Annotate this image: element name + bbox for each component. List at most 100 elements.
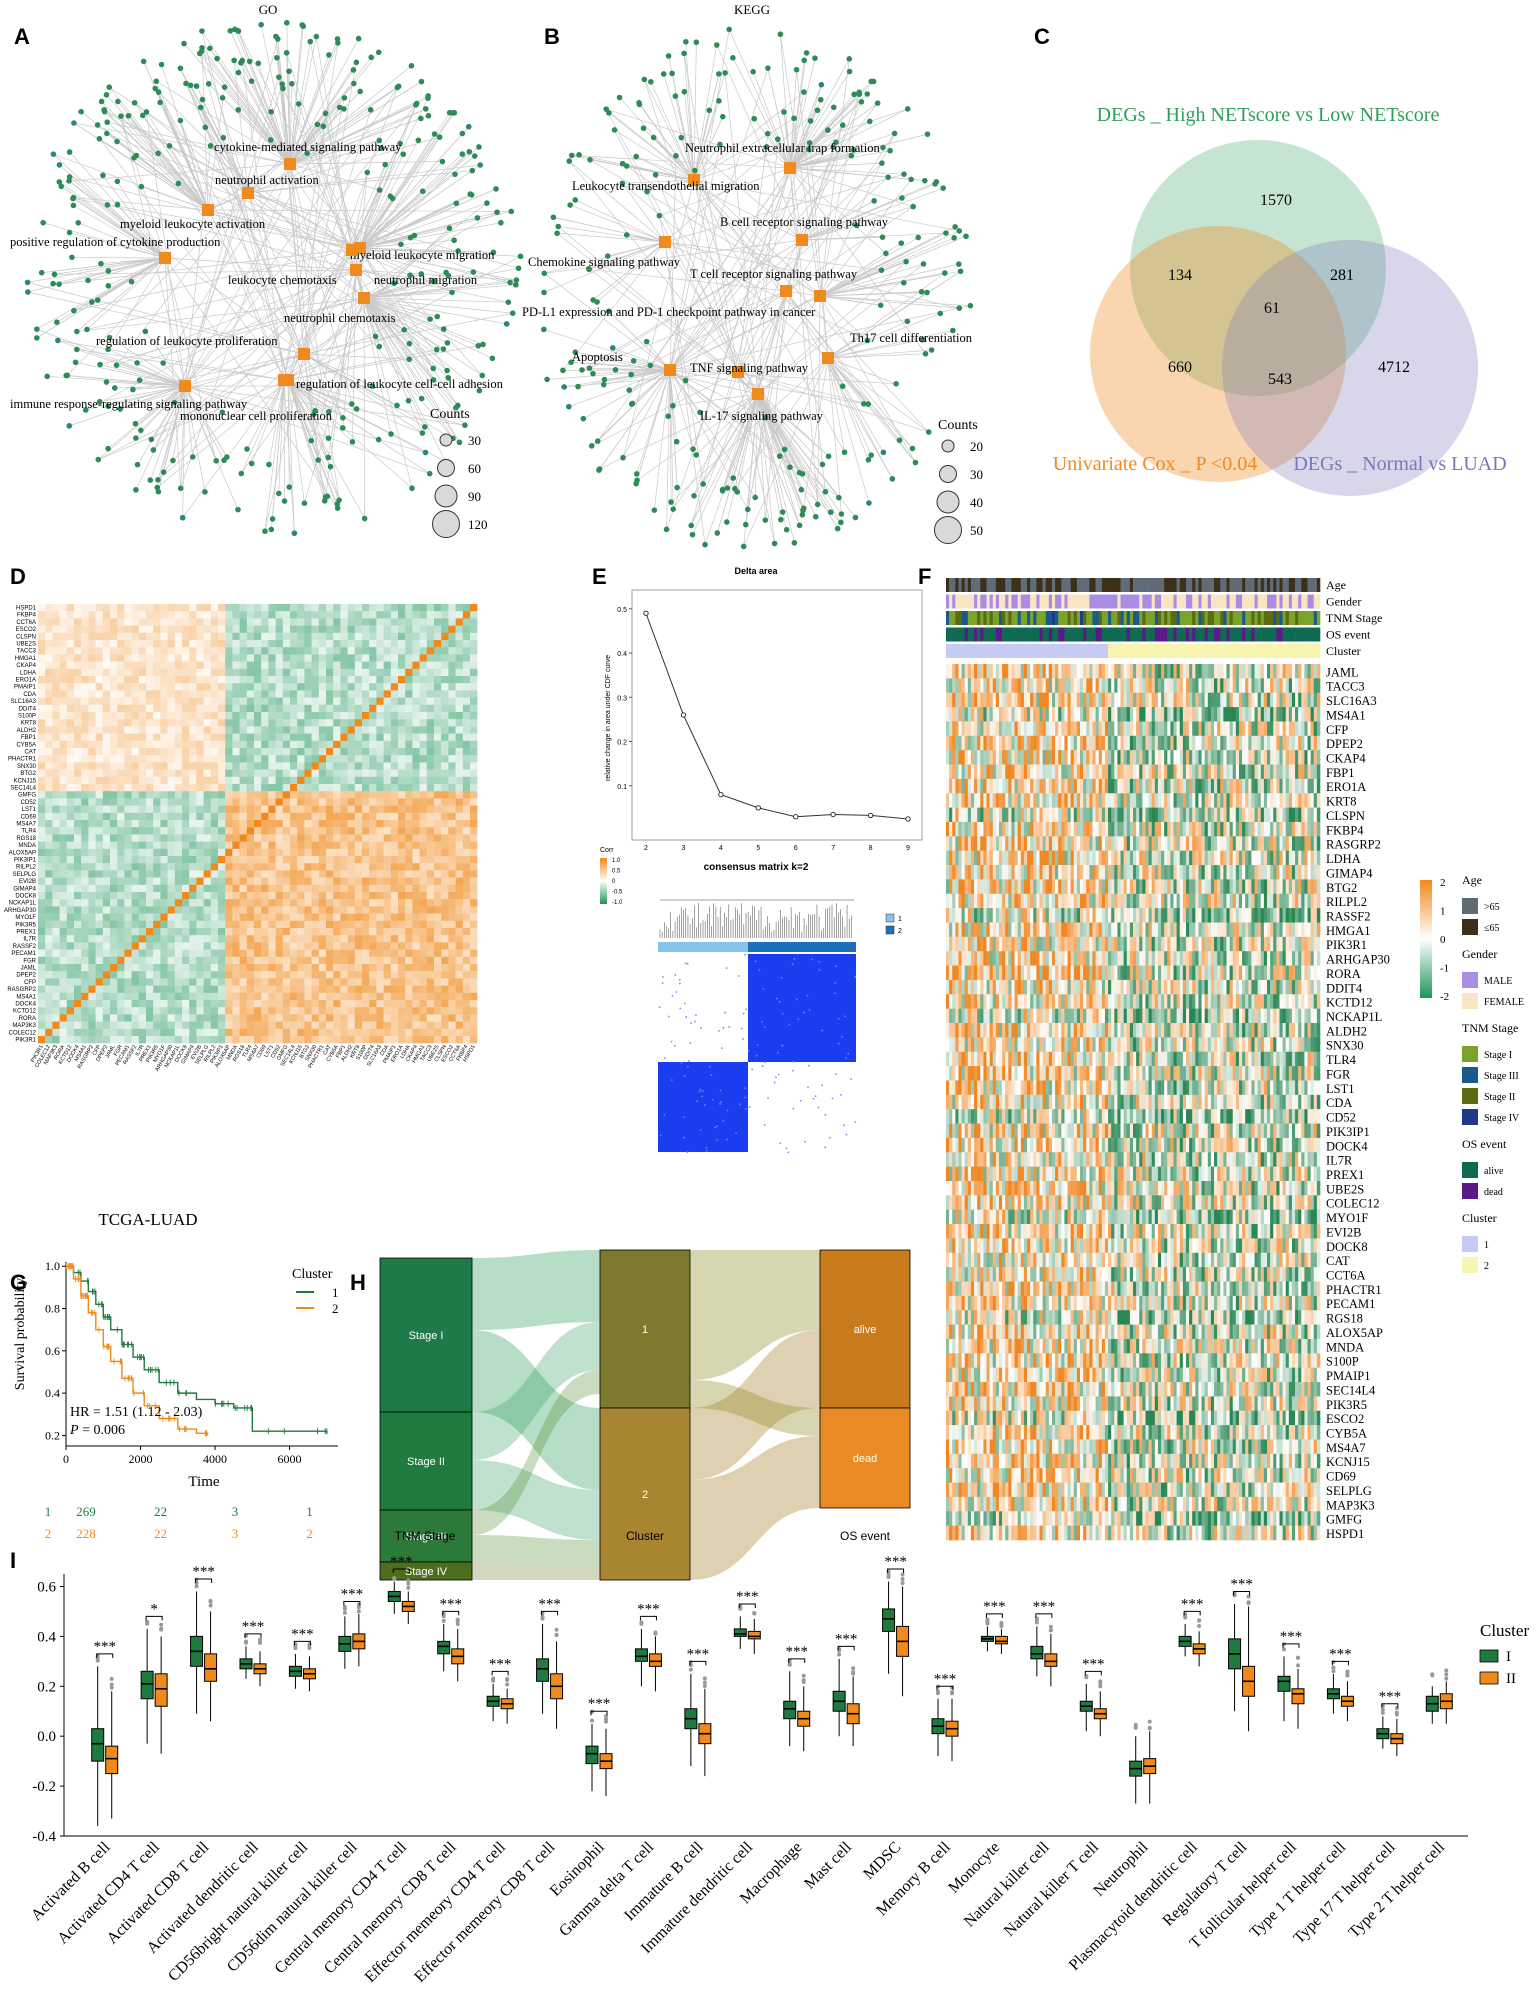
corr-cell [448, 920, 456, 929]
corr-cell [131, 690, 139, 698]
corr-cell [95, 719, 103, 727]
corr-cell [167, 769, 175, 777]
corr-cell [448, 798, 456, 806]
corr-cell [45, 755, 53, 763]
corr-cell [419, 863, 427, 871]
corr-cell [81, 798, 89, 806]
network-edge [41, 257, 166, 274]
corr-cell [81, 949, 89, 957]
corr-cell [225, 877, 233, 885]
corr-cell [254, 884, 262, 893]
corr-cell [275, 726, 283, 734]
corr-cell [218, 683, 226, 691]
term-label: myeloid leukocyte migration [350, 248, 495, 262]
corr-cell [66, 791, 75, 799]
corr-cell [225, 676, 233, 684]
corr-cell [153, 604, 161, 612]
corr-cell [434, 863, 442, 871]
network-edge [745, 393, 759, 525]
corr-cell [52, 690, 60, 698]
corr-cell [455, 740, 463, 749]
corr-cell [167, 1000, 175, 1008]
corr-cell [138, 841, 147, 849]
network-edge [757, 263, 924, 395]
corr-cell [275, 798, 283, 806]
corr-cell [419, 697, 427, 705]
corr-cell [326, 726, 334, 734]
corr-cell [131, 848, 139, 857]
corr-cell [261, 661, 269, 669]
network-edge [669, 369, 678, 488]
term-label: positive regulation of cytokine producti… [10, 235, 221, 249]
corr-cell [383, 978, 391, 986]
gene-node [304, 150, 310, 157]
gene-node [838, 519, 844, 526]
corr-cell [333, 647, 341, 655]
gene-node [681, 88, 688, 95]
corr-cell [426, 863, 435, 871]
corr-cell [405, 956, 413, 965]
corr-cell [81, 668, 89, 677]
corr-cell [304, 618, 312, 626]
corr-cell [160, 647, 168, 655]
gene-node [605, 253, 611, 259]
gene-node [160, 360, 166, 366]
network-edge [76, 349, 285, 381]
corr-cell [448, 740, 456, 749]
corr-cell [462, 1000, 471, 1008]
corr-cell [138, 690, 147, 698]
corr-cell [153, 776, 161, 785]
network-edge [359, 247, 448, 371]
corr-cell [376, 676, 384, 684]
corr-cell [110, 647, 118, 655]
corr-cell [405, 618, 413, 626]
corr-cell [52, 604, 60, 612]
corr-cell [210, 956, 219, 965]
corr-cell [441, 704, 449, 713]
corr-cell [405, 769, 413, 777]
corr-cell [362, 985, 370, 993]
corr-cell [52, 712, 60, 720]
network-edge [789, 92, 805, 169]
gene-node [148, 436, 155, 443]
corr-cell [225, 899, 233, 907]
network-edge [789, 149, 854, 169]
network-edge [363, 297, 409, 401]
network-edge [612, 347, 671, 371]
corr-cell [390, 604, 399, 612]
corr-cell [398, 985, 406, 993]
corr-cell [196, 812, 204, 821]
corr-cell [369, 647, 377, 655]
corr-cell [340, 740, 348, 749]
network-edge [737, 371, 869, 405]
corr-cell [95, 769, 103, 777]
corr-cell [297, 971, 305, 979]
network-edge [591, 371, 739, 447]
corr-cell [102, 956, 111, 965]
corr-cell [218, 870, 226, 878]
corr-cell [59, 812, 67, 821]
gene-node [781, 109, 787, 115]
gene-node [580, 415, 587, 422]
gene-node [722, 70, 728, 76]
network-edge [553, 216, 666, 243]
corr-cell [347, 719, 355, 727]
corr-cell [59, 805, 67, 813]
corr-cell [110, 992, 118, 1001]
corr-cell [218, 913, 226, 921]
corr-cell [333, 618, 341, 626]
corr-cell [74, 791, 82, 799]
corr-cell [138, 1000, 147, 1008]
corr-cell [167, 942, 175, 950]
corr-cell [59, 661, 67, 669]
corr-cell [74, 820, 82, 828]
network-edge [583, 369, 671, 419]
corr-cell [74, 978, 82, 986]
network-edge [667, 369, 671, 417]
corr-cell [124, 647, 132, 655]
corr-cell [311, 978, 319, 986]
network-edge [247, 192, 519, 269]
network-edge [556, 232, 759, 395]
corr-cell [333, 834, 341, 842]
corr-cell [297, 776, 305, 785]
